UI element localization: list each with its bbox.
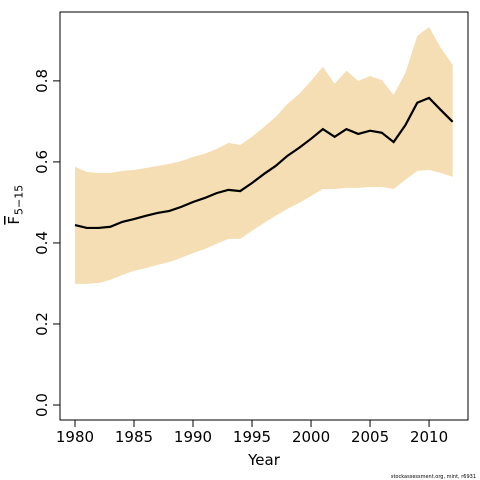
x-tick-label: 1990 — [174, 428, 212, 446]
footer: stockassessment.org, mint, r6931 — [391, 474, 476, 480]
y-tick-label: 0.8 — [33, 69, 51, 93]
x-tick-label: 1995 — [233, 428, 271, 446]
y-tick-label: 0.0 — [33, 393, 51, 417]
y-tick-label: 0.2 — [33, 312, 51, 336]
estimate-line — [74, 96, 454, 230]
x-tick-label: 2005 — [351, 428, 389, 446]
x-tick-label: 2000 — [292, 428, 330, 446]
y-tick-label: 0.4 — [33, 231, 51, 255]
plot-frame — [59, 11, 469, 421]
y-axis-label-group: F 5−15 — [5, 185, 26, 225]
x-tick-label: 1985 — [115, 428, 153, 446]
y-tick-label: 0.6 — [33, 150, 51, 174]
y-axis-label: F — [5, 216, 23, 225]
x-axis-label: Year — [247, 451, 281, 469]
x-tick-label: 1980 — [56, 428, 94, 446]
y-axis-label-subscript: 5−15 — [13, 185, 26, 215]
confidence-band — [74, 26, 453, 284]
x-tick-label: 2010 — [410, 428, 448, 446]
